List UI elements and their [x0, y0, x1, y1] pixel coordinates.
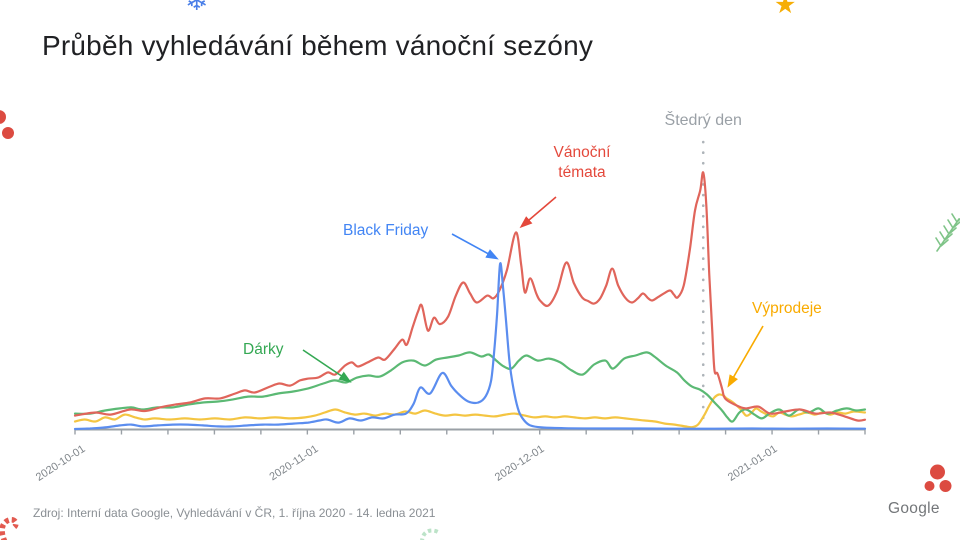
- pine-sprig-icon: [935, 213, 960, 252]
- series-label-vanocni-temata: Vánoční témata: [553, 144, 611, 181]
- red-dot: [2, 127, 14, 139]
- series-line-3: [73, 393, 867, 429]
- snowflake-icon: ❄: [185, 0, 209, 16]
- candy-cane-path: [0, 516, 19, 540]
- google-logo: Google: [888, 500, 940, 517]
- red-dots-bottom-right-icon: [924, 464, 952, 492]
- series-label-vyprodeje: Výprodeje: [752, 300, 822, 317]
- annotation-arrow-0: [519, 196, 557, 229]
- star-icon: ★: [774, 0, 797, 19]
- annotation-arrow-1: [451, 233, 499, 260]
- pine-sprig-path: [935, 213, 960, 252]
- red-dot: [0, 110, 6, 124]
- red-dot: [939, 480, 952, 492]
- annotation-arrow-2: [302, 349, 352, 383]
- red-dots-left-icon: [0, 110, 14, 139]
- series-line-0: [73, 171, 867, 422]
- series-line-1: [73, 262, 867, 431]
- candy-cane-icon: [0, 516, 19, 540]
- red-dot: [930, 464, 945, 480]
- red-dot: [924, 481, 935, 491]
- annotation-arrow-3: [727, 325, 764, 388]
- page-title: Průběh vyhledávání během vánoční sezóny: [42, 30, 594, 61]
- series-line-2: [73, 351, 867, 423]
- event-line-label: Štedrý den: [664, 112, 742, 129]
- series-label-black-friday: Black Friday: [343, 222, 429, 239]
- series-label-darky: Dárky: [243, 341, 284, 358]
- source-note: Zdroj: Interní data Google, Vyhledávání …: [33, 506, 436, 520]
